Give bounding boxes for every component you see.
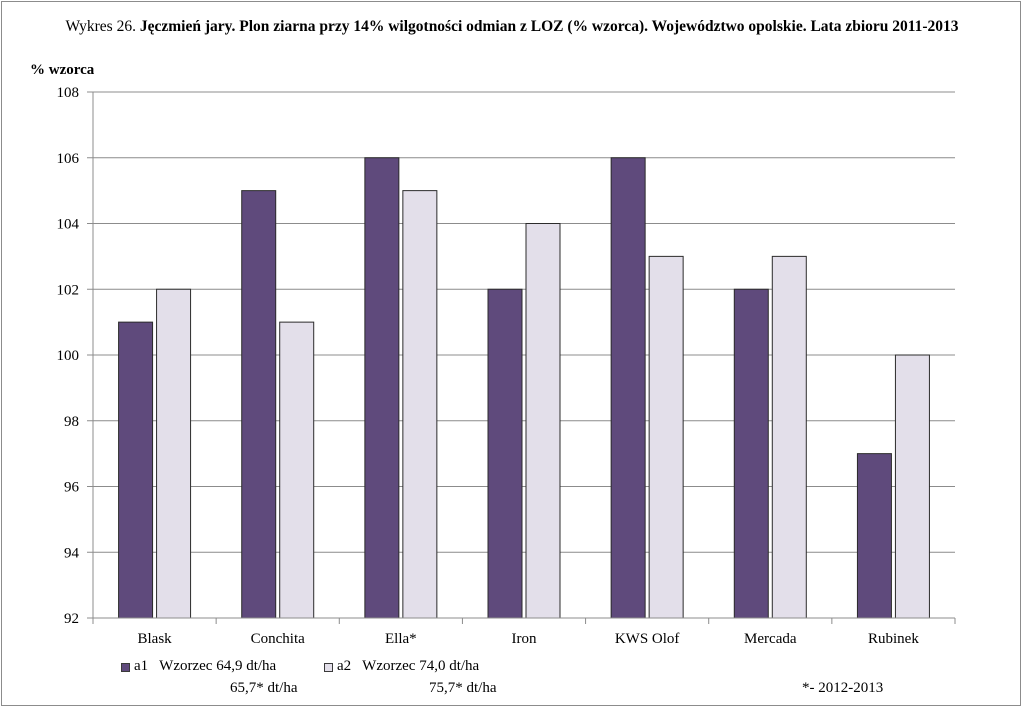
x-tick-label: Ella*: [385, 631, 417, 647]
chart-title-prefix: Wykres 26.: [65, 18, 136, 35]
bar-a1-conchita: [241, 190, 277, 619]
y-tick-label: 102: [57, 282, 80, 298]
legend-line2-a2: 75,7* dt/ha: [429, 680, 497, 696]
legend-swatch-a2: [324, 663, 333, 672]
chart-title-text: Jęczmień jary. Plon ziarna przy 14% wilg…: [139, 18, 959, 35]
bar-a1-iron: [487, 288, 523, 619]
bar-a1-rubinek: [856, 453, 892, 619]
bar-a2-kws-olof: [648, 255, 684, 619]
x-tick-label: KWS Olof: [615, 631, 680, 647]
x-tick-label: Conchita: [251, 631, 305, 647]
legend-swatch-a1: [121, 663, 130, 672]
bar-a1-blask: [118, 321, 154, 619]
legend-line1-a2: Wzorzec 74,0 dt/ha: [362, 658, 480, 674]
legend-series-name-a1: a1: [134, 658, 149, 674]
footnote: *- 2012-2013: [802, 680, 884, 696]
y-tick-label: 92: [64, 611, 79, 627]
y-tick-label: 104: [57, 217, 80, 233]
y-tick-label: 94: [64, 545, 80, 561]
x-tick-label: Iron: [512, 631, 537, 647]
legend-label-a1: a1 Wzorzec 64,9 dt/ha: [134, 658, 276, 675]
bar-a2-blask: [156, 288, 192, 619]
bar-a2-iron: [525, 223, 561, 619]
bar-a2-mercada: [771, 255, 807, 619]
y-tick-label: 108: [57, 85, 80, 101]
x-tick-label: Rubinek: [868, 631, 919, 647]
bar-a1-kws-olof: [610, 157, 646, 619]
y-tick-label: 106: [57, 151, 80, 167]
legend-line2-a1: 65,7* dt/ha: [230, 680, 298, 696]
y-tick-label: 98: [64, 414, 79, 430]
y-axis-label: % wzorca: [30, 62, 95, 78]
y-tick-label: 96: [64, 480, 80, 496]
x-tick-label: Mercada: [744, 631, 797, 647]
bar-a2-ella-: [402, 190, 438, 619]
chart-title: Wykres 26. Jęczmień jary. Plon ziarna pr…: [0, 18, 1024, 36]
bar-a1-ella-: [364, 157, 400, 619]
x-tick-label: Blask: [137, 631, 172, 647]
legend-label-a2: a2 Wzorzec 74,0 dt/ha: [337, 658, 479, 675]
bar-a2-rubinek: [894, 354, 930, 619]
bar-a1-mercada: [733, 288, 769, 619]
y-tick-label: 100: [57, 348, 80, 364]
legend-series-name-a2: a2: [337, 658, 352, 674]
bar-a2-conchita: [279, 321, 315, 619]
legend-line1-a1: Wzorzec 64,9 dt/ha: [159, 658, 277, 674]
